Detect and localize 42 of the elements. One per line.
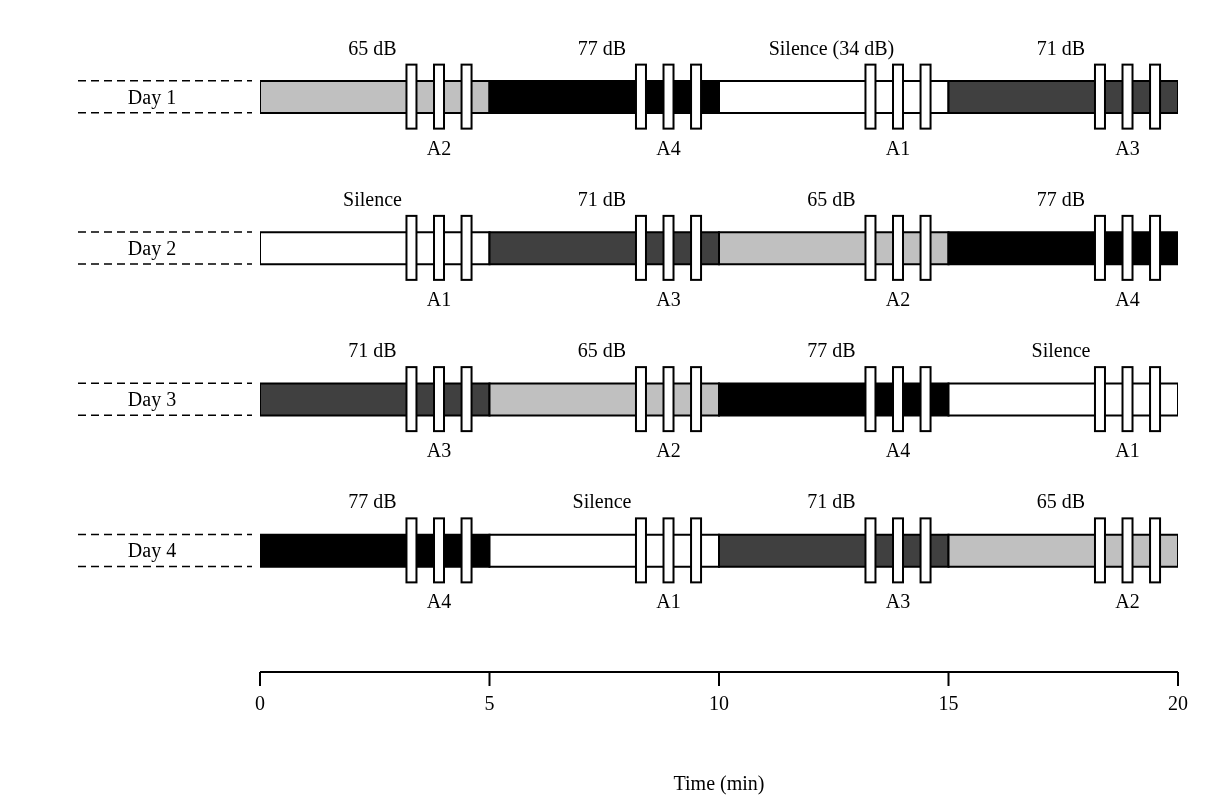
- annotation: Silence (34 dB): [768, 36, 895, 60]
- x-tick-label: 5: [484, 692, 495, 715]
- annotation: A2: [426, 136, 452, 159]
- annotation: Silence: [1031, 339, 1091, 362]
- annotation: 71 dB: [348, 339, 397, 362]
- annotation: 71 dB: [807, 490, 856, 513]
- annotation: A3: [426, 439, 452, 462]
- x-tick-label: 15: [938, 692, 959, 715]
- y-tick-label: Day 2: [127, 236, 177, 260]
- annotation: A2: [1115, 590, 1140, 613]
- x-tick-label: 20: [1168, 692, 1188, 715]
- annotation: 65 dB: [1036, 490, 1086, 513]
- annotation: A4: [656, 136, 681, 159]
- annotation: Silence: [572, 490, 632, 513]
- annotation: Silence: [343, 187, 403, 210]
- annotation: 71 dB: [1036, 36, 1086, 59]
- x-axis-title: Time (min): [673, 772, 765, 795]
- y-tick-label: Day 4: [127, 539, 177, 563]
- x-tick-label: 10: [709, 692, 729, 715]
- annotation: 77 dB: [577, 36, 627, 59]
- annotation: 65 dB: [577, 339, 627, 362]
- annotation: 65 dB: [348, 36, 397, 59]
- annotation: 77 dB: [1036, 187, 1086, 210]
- y-tick-label: Day 1: [127, 85, 177, 109]
- annotation: A4: [1115, 287, 1140, 310]
- annotation: A1: [656, 590, 681, 613]
- annotation: 65 dB: [807, 187, 856, 210]
- annotation: 77 dB: [348, 490, 397, 513]
- y-tick-label: Day 3: [127, 388, 177, 412]
- annotation: A4: [426, 590, 452, 613]
- annotation: A2: [885, 287, 911, 310]
- annotation: A1: [426, 287, 452, 310]
- annotation: A2: [656, 439, 681, 462]
- annotation: A3: [656, 287, 681, 310]
- annotation: A1: [885, 136, 911, 159]
- annotation: A1: [1115, 439, 1140, 462]
- annotation: A3: [1115, 136, 1140, 159]
- x-tick-label: 0: [255, 692, 265, 715]
- annotation: 77 dB: [807, 339, 856, 362]
- annotation: 71 dB: [577, 187, 627, 210]
- annotation: A4: [885, 439, 911, 462]
- annotation: A3: [885, 590, 911, 613]
